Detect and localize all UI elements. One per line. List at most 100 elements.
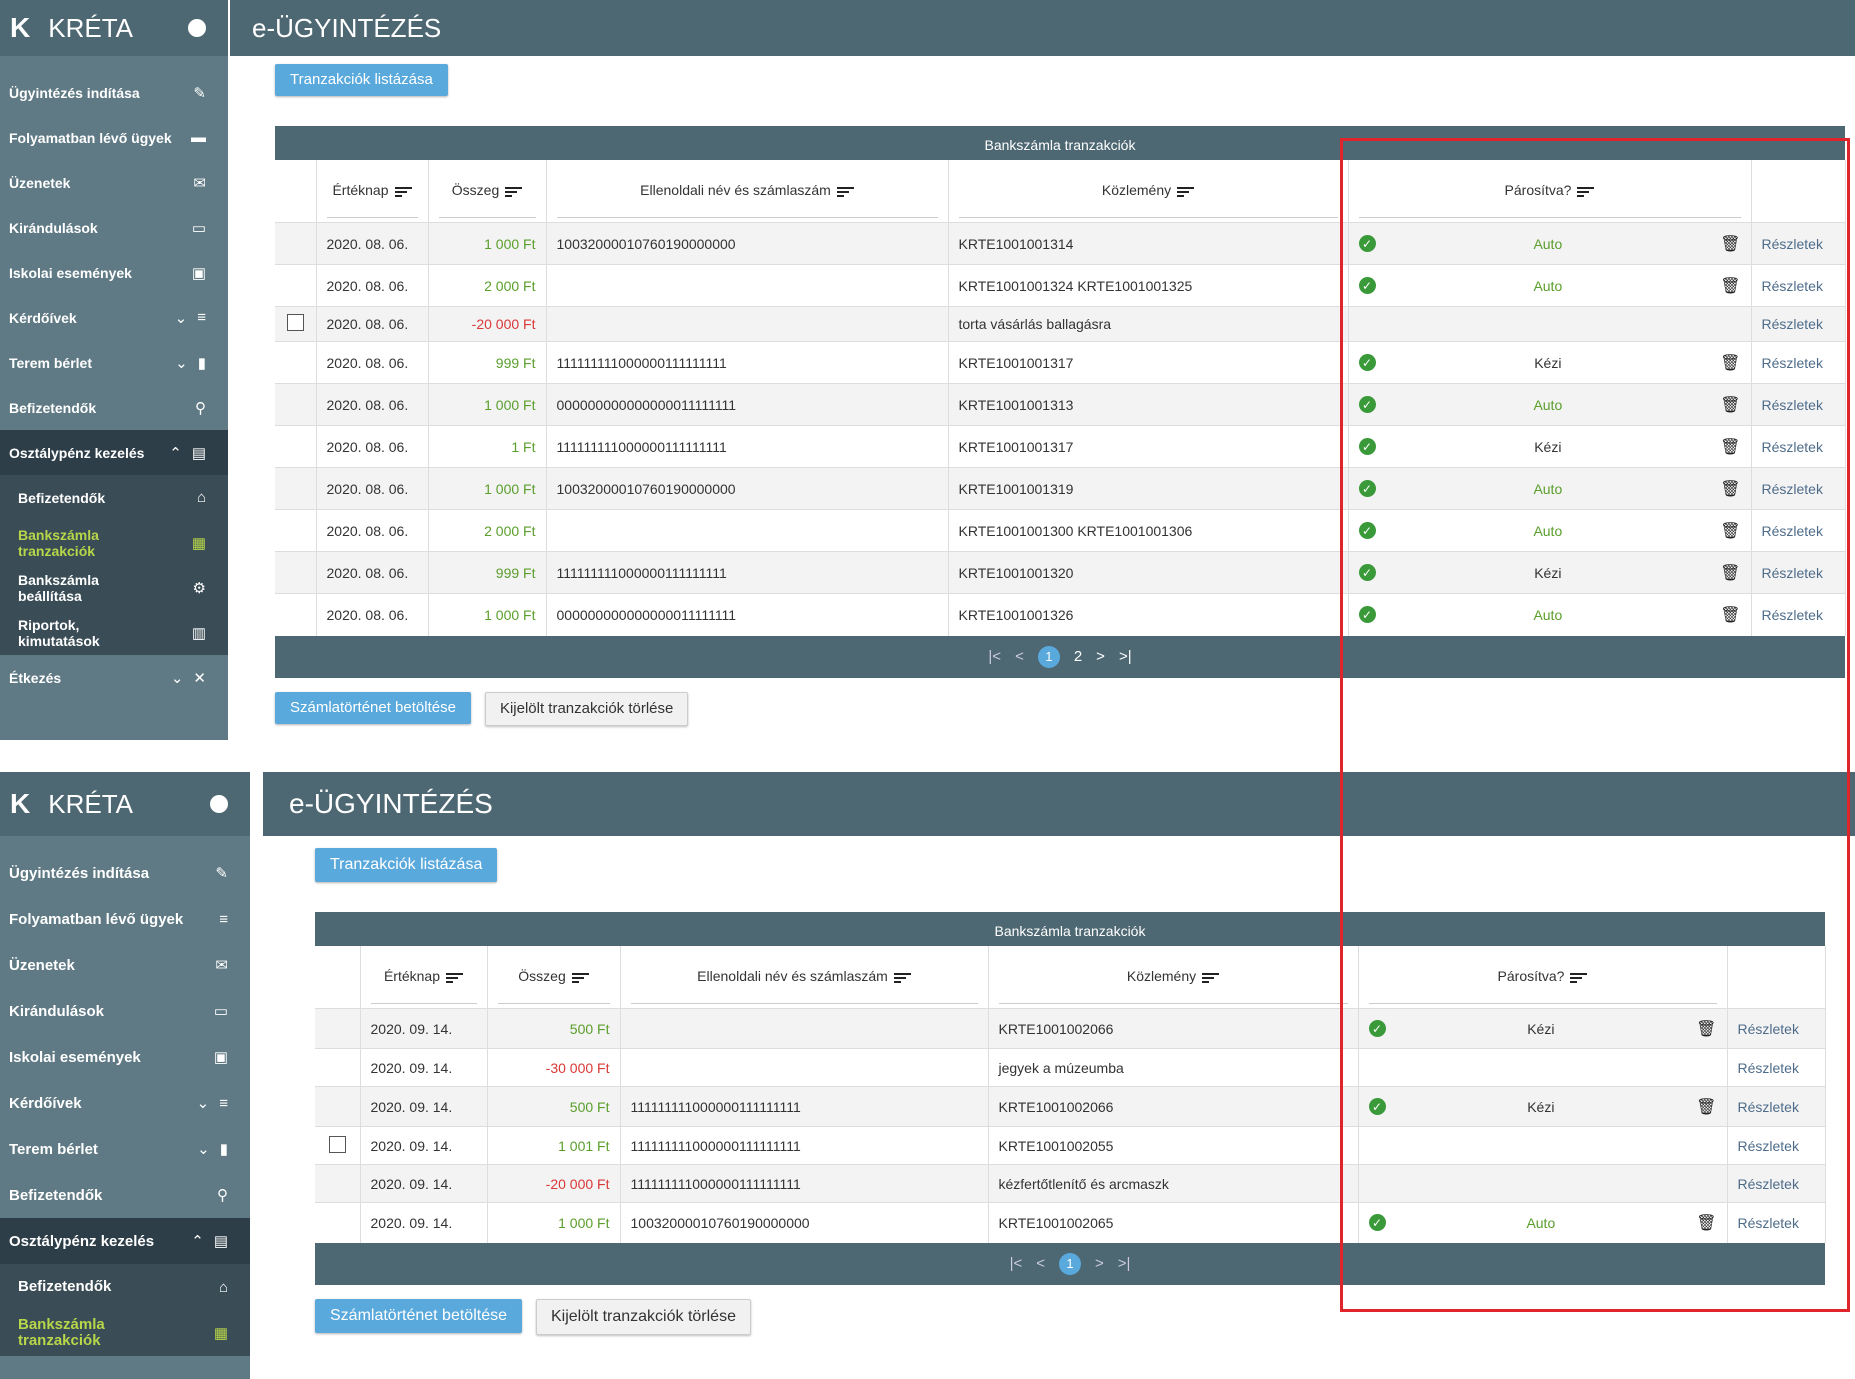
row-select-checkbox[interactable] <box>286 314 304 331</box>
sidebar-item-osztalypenz[interactable]: Osztálypénz kezelés ⌃ ▤ <box>0 1218 250 1264</box>
sidebar-subitem-riportok[interactable]: Riportok, kimutatások ▥ <box>0 610 228 655</box>
sidebar-item-kirandulasok[interactable]: Kirándulások ▭ <box>0 205 228 250</box>
prev-page-icon[interactable]: < <box>1015 648 1024 665</box>
trash-icon[interactable]: 🗑 <box>1696 1098 1717 1116</box>
sidebar-subitem-bankszamla-beallitasa[interactable]: Bankszámla beállítása ⚙ <box>0 565 228 610</box>
details-link[interactable]: Részletek <box>1761 480 1823 497</box>
trash-icon[interactable]: 🗑 <box>1720 438 1741 456</box>
sort-icon[interactable] <box>1570 971 1588 985</box>
details-link[interactable]: Részletek <box>1737 1137 1799 1154</box>
sidebar-item-befizetendok[interactable]: Befizetendők ⚲ <box>0 385 228 430</box>
column-header-amount[interactable]: Összeg <box>487 946 621 1009</box>
sort-icon[interactable] <box>836 185 854 199</box>
column-header-counterparty[interactable]: Ellenoldali név és számlaszám <box>620 946 989 1009</box>
column-header-note[interactable]: Közlemény <box>948 160 1349 223</box>
status-dot-icon[interactable] <box>188 19 206 37</box>
table-row: 2020. 08. 06. 2 000 Ft KRTE1001001300 KRTE… <box>275 509 1846 552</box>
sidebar-item-terem[interactable]: Terem bérlet ⌄ ▮ <box>0 1126 250 1172</box>
sort-icon[interactable] <box>1202 971 1220 985</box>
status-dot-icon[interactable] <box>210 795 228 813</box>
details-link[interactable]: Részletek <box>1737 1175 1799 1192</box>
table-header-row: Értéknap Összeg Ellenoldali név és száml… <box>315 946 1826 1009</box>
sidebar-item-ugyintezes[interactable]: Ügyintézés indítása ✎ <box>0 850 250 896</box>
trash-icon[interactable]: 🗑 <box>1720 235 1741 253</box>
trash-icon[interactable]: 🗑 <box>1720 564 1741 582</box>
column-header-counterparty[interactable]: Ellenoldali név és számlaszám <box>546 160 949 223</box>
sidebar-subitem-bankszamla-tranzakciok[interactable]: Bankszámla tranzakciók ▦ <box>0 520 228 565</box>
sidebar-item-kerdoivek[interactable]: Kérdőívek ⌄ ≡ <box>0 1080 250 1126</box>
sidebar-item-ugyintezes[interactable]: Ügyintézés indítása ✎ <box>0 70 228 115</box>
details-link[interactable]: Részletek <box>1761 354 1823 371</box>
sort-icon[interactable] <box>571 971 589 985</box>
trash-icon[interactable]: 🗑 <box>1720 480 1741 498</box>
sidebar-submenu: Befizetendők ⌂ Bankszámla tranzakciók ▦ <box>0 1264 250 1356</box>
prev-page-icon[interactable]: < <box>1036 1255 1045 1272</box>
sidebar-item-etkezes[interactable]: Étkezés ⌄ ✕ <box>0 655 228 700</box>
check-circle-icon: ✓ <box>1358 354 1376 371</box>
sort-icon[interactable] <box>1177 185 1195 199</box>
sidebar-item-osztalypenz[interactable]: Osztálypénz kezelés ⌃ ▤ <box>0 430 228 475</box>
details-link[interactable]: Részletek <box>1761 277 1823 294</box>
row-select-checkbox[interactable] <box>328 1135 346 1153</box>
list-transactions-button[interactable]: Tranzakciók listázása <box>315 848 498 882</box>
first-page-icon[interactable]: |< <box>988 648 1002 665</box>
details-link[interactable]: Részletek <box>1761 564 1823 581</box>
trash-icon[interactable]: 🗑 <box>1720 277 1741 295</box>
trash-icon[interactable]: 🗑 <box>1720 606 1741 624</box>
next-page-icon[interactable]: > <box>1095 1255 1104 1272</box>
load-history-button[interactable]: Számlatörténet betöltése <box>275 691 471 724</box>
sort-icon[interactable] <box>893 971 911 985</box>
trash-icon[interactable]: 🗑 <box>1720 354 1741 372</box>
last-page-icon[interactable]: >| <box>1118 648 1132 665</box>
first-page-icon[interactable]: |< <box>1009 1255 1023 1272</box>
details-link[interactable]: Részletek <box>1761 438 1823 455</box>
load-history-button[interactable]: Számlatörténet betöltése <box>315 1298 522 1333</box>
page-button-1[interactable]: 1 <box>1059 1252 1081 1275</box>
sidebar-item-folyamatban[interactable]: Folyamatban lévő ügyek ≡ <box>0 896 250 942</box>
column-header-date[interactable]: Értéknap <box>316 160 429 223</box>
sidebar-subitem-befizetendok[interactable]: Befizetendők ⌂ <box>0 1264 250 1310</box>
details-link[interactable]: Részletek <box>1737 1059 1799 1076</box>
select-cell <box>275 509 317 552</box>
sidebar-item-iskolai[interactable]: Iskolai események ▣ <box>0 1034 250 1080</box>
page-button-1[interactable]: 1 <box>1037 645 1060 668</box>
delete-selected-button[interactable]: Kijelölt tranzakciók törlése <box>484 691 689 726</box>
sidebar-item-iskolai[interactable]: Iskolai események ▣ <box>0 250 228 295</box>
delete-selected-button[interactable]: Kijelölt tranzakciók törlése <box>536 1298 751 1335</box>
trash-icon[interactable]: 🗑 <box>1696 1214 1717 1232</box>
list-transactions-button[interactable]: Tranzakciók listázása <box>275 64 448 96</box>
details-link[interactable]: Részletek <box>1737 1020 1799 1037</box>
details-link[interactable]: Részletek <box>1761 606 1823 623</box>
column-header-paired[interactable]: Párosítva? <box>1348 160 1752 223</box>
details-link[interactable]: Részletek <box>1761 522 1823 539</box>
trash-icon[interactable]: 🗑 <box>1720 522 1741 540</box>
sidebar-subitem-bankszamla-tranzakciok[interactable]: Bankszámla tranzakciók ▦ <box>0 1310 250 1356</box>
page-button-2[interactable]: 2 <box>1073 648 1083 665</box>
sidebar-item-uzenetek[interactable]: Üzenetek ✉ <box>0 160 228 205</box>
paired-status: Auto <box>1533 480 1563 497</box>
column-header-note[interactable]: Közlemény <box>988 946 1359 1009</box>
details-link[interactable]: Részletek <box>1761 235 1823 252</box>
sidebar-item-kerdoivek[interactable]: Kérdőívek ⌄ ≡ <box>0 295 228 340</box>
sidebar-subitem-befizetendok[interactable]: Befizetendők ⌂ <box>0 475 228 520</box>
details-link[interactable]: Részletek <box>1761 396 1823 413</box>
sort-icon[interactable] <box>505 185 523 199</box>
sidebar-item-kirandulasok[interactable]: Kirándulások ▭ <box>0 988 250 1034</box>
sidebar-item-befizetendok[interactable]: Befizetendők ⚲ <box>0 1172 250 1218</box>
sort-icon[interactable] <box>394 185 412 199</box>
sort-icon[interactable] <box>1577 185 1595 199</box>
sidebar-item-terem[interactable]: Terem bérlet ⌄ ▮ <box>0 340 228 385</box>
next-page-icon[interactable]: > <box>1096 648 1105 665</box>
last-page-icon[interactable]: >| <box>1117 1255 1131 1272</box>
column-header-date[interactable]: Értéknap <box>360 946 488 1009</box>
trash-icon[interactable]: 🗑 <box>1696 1020 1717 1038</box>
trash-icon[interactable]: 🗑 <box>1720 396 1741 414</box>
details-link[interactable]: Részletek <box>1761 316 1823 332</box>
details-link[interactable]: Részletek <box>1737 1214 1799 1231</box>
sidebar-item-uzenetek[interactable]: Üzenetek ✉ <box>0 942 250 988</box>
sort-icon[interactable] <box>446 971 464 985</box>
column-header-amount[interactable]: Összeg <box>428 160 547 223</box>
column-header-paired[interactable]: Párosítva? <box>1358 946 1728 1009</box>
details-link[interactable]: Részletek <box>1737 1098 1799 1115</box>
sidebar-item-folyamatban[interactable]: Folyamatban lévő ügyek ▬ <box>0 115 228 160</box>
